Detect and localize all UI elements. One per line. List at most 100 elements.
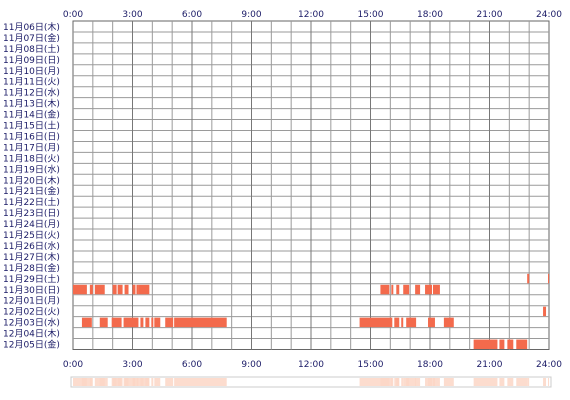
summary-segment [94, 378, 105, 386]
activity-segment [81, 317, 92, 328]
summary-segment [507, 378, 514, 386]
row-label: 11月24日(月) [3, 219, 60, 230]
x-axis-top: 0:00 3:00 6:00 9:00 12:00 15:00 18:00 21:00 24:0… [63, 10, 562, 20]
row-label: 11月28日(金) [3, 262, 60, 274]
activity-segment [391, 284, 394, 295]
summary-segment [123, 378, 139, 386]
x-tick-label-bottom: 21:00 [477, 360, 503, 370]
activity-segment [428, 317, 435, 328]
row-label: 12月01日(月) [3, 296, 60, 307]
activity-segment [154, 317, 161, 328]
x-tick-label-bottom: 6:00 [182, 360, 202, 370]
summary-segment [406, 378, 417, 386]
activity-segment [174, 317, 227, 328]
row-label: 11月11日(火) [3, 77, 60, 88]
activity-segment [473, 339, 498, 349]
activity-segment [432, 284, 440, 295]
x-tick-label-bottom: 9:00 [241, 360, 261, 370]
activity-segment [151, 317, 154, 328]
row-label: 11月20日(木) [3, 174, 60, 186]
activity-segment [359, 317, 393, 328]
x-tick-label-bottom: 24:00 [536, 360, 562, 370]
summary-segment [527, 378, 530, 386]
summary-segment [543, 378, 547, 386]
row-label: 12月05日(金) [3, 339, 60, 351]
row-labels: 11月06日(木)11月07日(金)11月08日(土)11月09日(日)11月1… [3, 21, 60, 351]
summary-segment [140, 378, 144, 386]
summary-segment [499, 378, 505, 386]
summary-segment [154, 378, 161, 386]
row-label: 11月06日(木) [3, 21, 60, 33]
summary-segment [428, 378, 435, 386]
row-label: 11月14日(金) [3, 109, 60, 121]
activity-segment [123, 317, 139, 328]
row-label: 11月26日(水) [3, 240, 60, 252]
activity-segment [124, 284, 129, 295]
row-label: 11月15日(土) [3, 120, 60, 132]
activity-segment [380, 284, 390, 295]
row-label: 11月08日(土) [3, 43, 60, 55]
activity-segment [165, 317, 174, 328]
row-label: 11月30日(日) [3, 285, 60, 296]
x-tick-label-top: 6:00 [182, 10, 202, 20]
x-tick-label-bottom: 18:00 [417, 360, 443, 370]
summary-strip [70, 376, 552, 388]
x-tick-label-top: 18:00 [417, 10, 443, 20]
activity-segment [145, 317, 150, 328]
summary-segment [415, 378, 421, 386]
summary-segment [174, 378, 227, 386]
activity-segment [138, 284, 150, 295]
row-label: 12月02日(火) [3, 307, 60, 318]
x-tick-label-top: 0:00 [63, 10, 83, 20]
activity-segment [99, 317, 108, 328]
x-tick-label-top: 9:00 [241, 10, 261, 20]
x-tick-label-bottom: 0:00 [63, 360, 83, 370]
activity-segment [133, 284, 136, 295]
activity-segment [548, 273, 550, 284]
summary-segment [432, 378, 440, 386]
row-label: 11月23日(日) [3, 208, 60, 219]
summary-segment [516, 378, 528, 386]
row-label: 11月29日(土) [3, 273, 60, 285]
row-label: 11月22日(土) [3, 196, 60, 208]
activity-segment [543, 306, 547, 317]
summary-segment [81, 378, 92, 386]
x-axis-bottom: 0:00 3:00 6:00 9:00 12:00 15:00 18:00 21:00 24:0… [63, 360, 562, 370]
summary-segment [145, 378, 150, 386]
x-tick-label-top: 24:00 [536, 10, 562, 20]
x-tick-label-top: 12:00 [298, 10, 324, 20]
row-label: 11月17日(月) [3, 142, 60, 153]
x-tick-label-bottom: 15:00 [358, 360, 384, 370]
activity-segment [516, 339, 528, 349]
activity-segment [425, 284, 432, 295]
summary-frame [70, 376, 552, 388]
x-tick-label-bottom: 3:00 [122, 360, 142, 370]
activity-segment [527, 273, 530, 284]
x-tick-label-top: 15:00 [358, 10, 384, 20]
summary-segment [151, 378, 154, 386]
activity-bars [73, 273, 550, 349]
summary-segment [548, 378, 550, 386]
summary-segment [138, 378, 150, 386]
activity-segment [89, 284, 93, 295]
activity-segment [94, 284, 105, 295]
summary-segment [394, 378, 400, 386]
activity-segment [136, 284, 139, 295]
summary-segment [473, 378, 498, 386]
summary-segment [359, 378, 393, 386]
activity-segment [396, 284, 400, 295]
activity-segment [140, 317, 144, 328]
summary-segment [165, 378, 174, 386]
row-label: 11月16日(日) [3, 131, 60, 142]
activity-segment [403, 284, 410, 295]
row-label: 11月18日(火) [3, 153, 60, 164]
activity-segment [401, 317, 404, 328]
summary-segment [99, 378, 108, 386]
activity-segment [112, 284, 117, 295]
activity-segment [73, 284, 87, 295]
x-tick-label-top: 3:00 [122, 10, 142, 20]
activity-segment [406, 317, 417, 328]
row-label: 12月04日(木) [3, 328, 60, 340]
row-label: 11月10日(月) [3, 66, 60, 77]
